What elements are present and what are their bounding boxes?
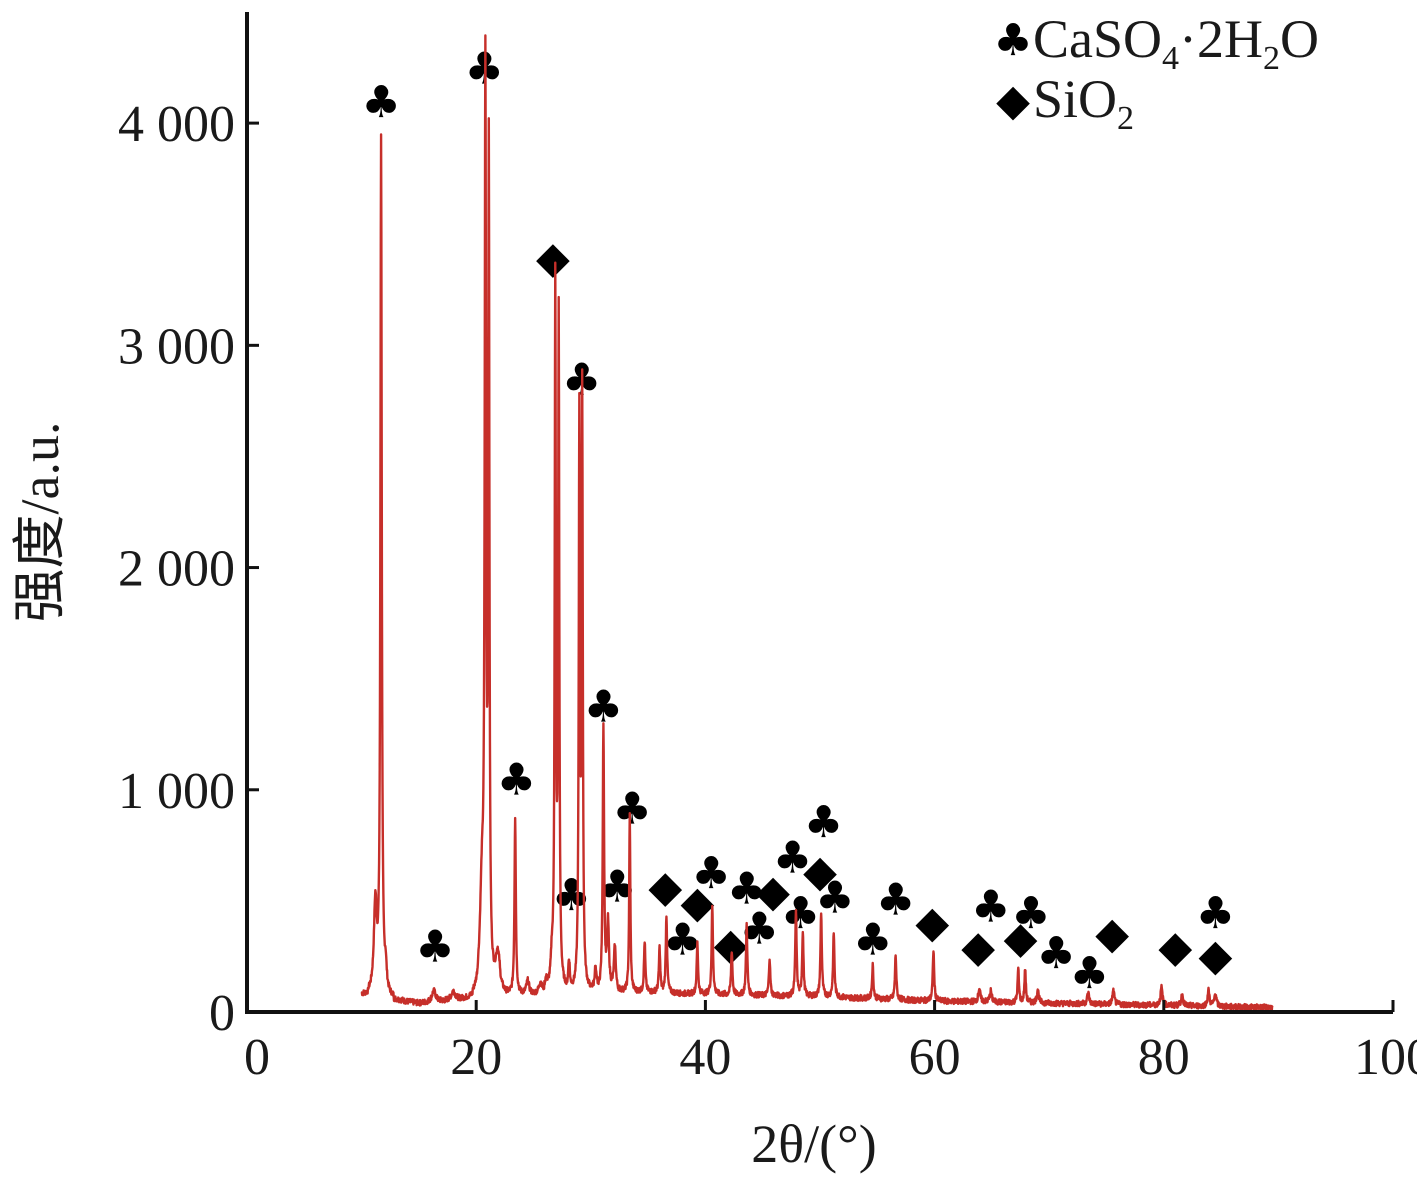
y-tick-label: 4 000 <box>118 96 235 153</box>
y-tick-label: 3 000 <box>118 318 235 375</box>
y-tick-label: 2 000 <box>118 541 235 598</box>
sio2-peak-marker: ◆ <box>803 846 837 897</box>
sio2-peak-marker: ◆ <box>1198 930 1232 981</box>
legend-label-part: SiO <box>1033 69 1117 129</box>
xrd-pattern-line <box>360 34 1274 1012</box>
sio2-peak-marker: ◆ <box>915 897 949 948</box>
axes-layer <box>245 12 1393 1014</box>
gypsum-peak-marker: ♣ <box>773 832 812 883</box>
gypsum-peak-marker: ♣ <box>727 864 766 915</box>
legend-symbol: ◆ <box>996 75 1030 126</box>
sio2-peak-marker: ◆ <box>1095 908 1129 959</box>
legend-label: CaSO4·2H2O <box>1033 9 1319 77</box>
legend-label-part: CaSO <box>1033 9 1162 69</box>
x-tick-label: 60 <box>909 1029 961 1086</box>
legend-symbol: ♣ <box>993 15 1032 66</box>
gypsum-peak-marker: ♣ <box>691 848 730 899</box>
gypsum-peak-marker: ♣ <box>612 784 651 835</box>
sio2-peak-marker: ◆ <box>1004 912 1038 963</box>
gypsum-peak-marker: ♣ <box>415 921 454 972</box>
gypsum-peak-marker: ♣ <box>663 915 702 966</box>
x-tick-label: 20 <box>450 1029 502 1086</box>
y-tick-label: 0 <box>209 985 235 1042</box>
gypsum-peak-marker: ♣ <box>361 77 400 128</box>
x-tick-label: 100 <box>1354 1029 1417 1086</box>
gypsum-peak-marker: ♣ <box>971 881 1010 932</box>
y-tick-label: 1 000 <box>118 763 235 820</box>
gypsum-peak-marker: ♣ <box>876 875 915 926</box>
gypsum-peak-marker: ♣ <box>853 915 892 966</box>
gypsum-peak-marker: ♣ <box>1011 888 1050 939</box>
legend-label-part: O <box>1280 9 1319 69</box>
gypsum-peak-marker: ♣ <box>781 888 820 939</box>
legend-label-part: ·2H <box>1179 9 1263 69</box>
sio2-peak-marker: ◆ <box>648 861 682 912</box>
gypsum-peak-marker: ♣ <box>804 797 843 848</box>
sio2-peak-marker: ◆ <box>756 866 790 917</box>
marks-layer: ♣♣◆♣♣♣♣♣♣ ♣ ◆♣◆♣◆♣♣◆♣♣♣◆♣♣♣ ◆ ◆♣◆♣♣♣◆ ◆♣◆ <box>361 44 1235 999</box>
legend-label-part: 2 <box>1117 100 1134 137</box>
x-axis-title: 2θ/(°) <box>751 1114 876 1174</box>
legend-label-part: 4 <box>1162 40 1179 77</box>
legend-label: SiO2 <box>1033 69 1134 137</box>
legend: ♣ CaSO4·2H2O◆ SiO2 <box>993 9 1319 137</box>
legend-label-part: 2 <box>1263 40 1280 77</box>
gypsum-peak-marker: ♣ <box>1070 948 1109 999</box>
x-tick-label: 40 <box>679 1029 731 1086</box>
gypsum-peak-marker: ♣ <box>1036 928 1075 979</box>
ticks-layer: 0 20 40 60 80 100 0 1 000 2 000 3 000 4 000 <box>118 96 1417 1086</box>
x-tick-label: 0 <box>244 1029 270 1086</box>
gypsum-peak-marker: ♣ <box>497 755 536 806</box>
x-tick-label: 80 <box>1138 1029 1190 1086</box>
sio2-peak-marker: ◆ <box>961 921 995 972</box>
gypsum-peak-marker: ♣ <box>1196 888 1235 939</box>
sio2-peak-marker: ◆ <box>536 232 570 283</box>
y-axis-title: 强度/a.u. <box>10 422 70 623</box>
sio2-peak-marker: ◆ <box>680 877 714 928</box>
line-layer <box>360 34 1274 1012</box>
sio2-peak-marker: ◆ <box>1158 921 1192 972</box>
